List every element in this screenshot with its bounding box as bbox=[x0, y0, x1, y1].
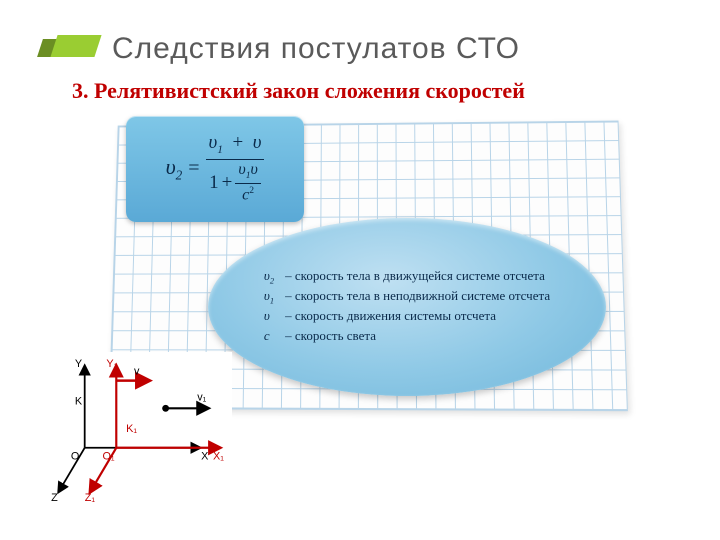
origin-o: O bbox=[71, 451, 79, 463]
axis-label-y1: Y₁ bbox=[106, 358, 117, 370]
num-op: + bbox=[232, 132, 243, 153]
def2-sym: υ bbox=[264, 308, 270, 323]
title-marker-icon bbox=[40, 35, 98, 63]
def2-text: – скорость движения системы отсчета bbox=[285, 308, 496, 323]
def1-text: – скорость тела в неподвижной системе от… bbox=[285, 288, 550, 303]
frame-k-label: K bbox=[75, 395, 83, 407]
formula-box: υ2 = υ1 + υ 1 + υ1υ c2 bbox=[126, 116, 304, 222]
definitions-oval: υ 2 – скорость тела в движущейся системе … bbox=[208, 218, 606, 396]
definitions-list: υ 2 – скорость тела в движущейся системе … bbox=[264, 267, 550, 347]
frame-k1-axes: Y₁ X₁ Z₁ K₁ O₁ bbox=[85, 358, 225, 504]
coordinate-diagram: Y X Z K O Y₁ X₁ Z₁ K₁ O₁ v v₁ bbox=[44, 352, 232, 508]
formula-lhs: υ2 bbox=[166, 154, 183, 183]
velocity-v1-label: v₁ bbox=[197, 391, 206, 403]
formula: υ2 = υ1 + υ 1 + υ1υ c2 bbox=[166, 133, 265, 204]
inner-den: c2 bbox=[239, 186, 257, 204]
definition-row: υ2 – скорость тела в движущейся системе … bbox=[264, 267, 550, 287]
axis-label-z1: Z₁ bbox=[85, 492, 96, 504]
axis-label-x: X bbox=[201, 451, 208, 463]
definition-row: υ1 – скорость тела в неподвижной системе… bbox=[264, 287, 550, 307]
axis-label-z: Z bbox=[51, 492, 58, 504]
inner-v1-base: υ bbox=[238, 161, 245, 178]
num-v1-base: υ bbox=[209, 132, 218, 153]
velocity-v1: v₁ bbox=[162, 391, 207, 411]
def0-sub: 2 bbox=[270, 276, 274, 286]
axis-label-x1: X₁ bbox=[213, 451, 224, 463]
inner-num: υ1υ bbox=[235, 162, 260, 181]
velocity-v: v bbox=[116, 366, 148, 381]
definition-row: υ – скорость движения системы отсчета bbox=[264, 307, 550, 327]
formula-main-fraction: υ1 + υ 1 + υ1υ c2 bbox=[206, 133, 265, 204]
equals-sign: = bbox=[188, 157, 199, 180]
formula-inner-fraction: υ1υ c2 bbox=[235, 162, 260, 204]
inner-c-sup: 2 bbox=[249, 185, 254, 196]
formula-lhs-base: υ bbox=[166, 154, 176, 179]
def3-text: – скорость света bbox=[285, 328, 376, 343]
origin-o1: O₁ bbox=[102, 451, 114, 463]
inner-v: υ bbox=[251, 161, 258, 178]
subtitle: 3. Релятивистский закон сложения скорост… bbox=[72, 78, 525, 104]
page-title: Следствия постулатов СТО bbox=[112, 32, 520, 66]
velocity-v-label: v bbox=[134, 366, 140, 378]
def1-sub: 1 bbox=[270, 296, 274, 306]
definition-row: c – скорость света bbox=[264, 327, 550, 347]
formula-denominator: 1 + υ1υ c2 bbox=[206, 162, 264, 204]
title-row: Следствия постулатов СТО bbox=[40, 32, 680, 66]
den-one: 1 bbox=[209, 173, 219, 193]
formula-lhs-sub: 2 bbox=[176, 168, 183, 183]
num-v: υ bbox=[253, 132, 262, 153]
axis-label-y: Y bbox=[75, 358, 82, 370]
def3-sym: c bbox=[264, 328, 270, 343]
formula-numerator: υ1 + υ bbox=[206, 133, 265, 157]
den-op: + bbox=[222, 173, 233, 193]
frame-k1-label: K₁ bbox=[126, 423, 137, 435]
num-v1-sub: 1 bbox=[217, 144, 223, 156]
def0-text: – скорость тела в движущейся системе отс… bbox=[285, 268, 545, 283]
